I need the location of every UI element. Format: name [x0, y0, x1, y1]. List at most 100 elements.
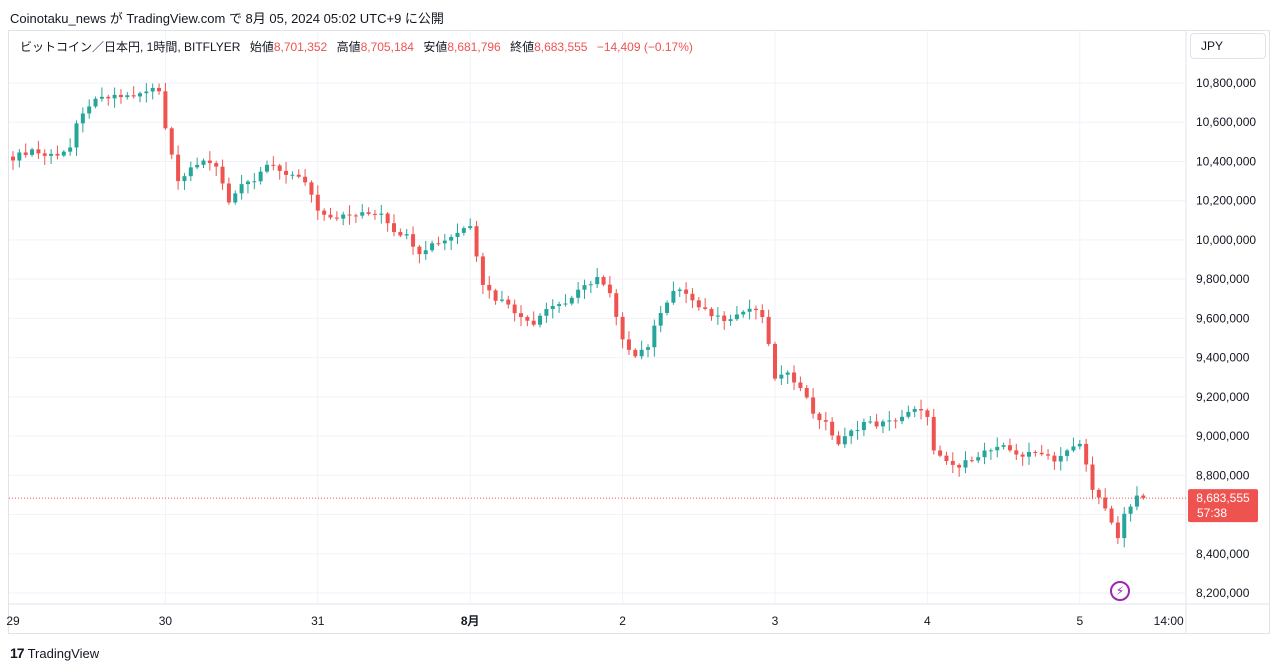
candle-body	[823, 420, 828, 422]
candle-body	[131, 95, 136, 97]
candle-body	[150, 87, 155, 92]
chart-frame	[8, 30, 1270, 634]
candle-body	[1007, 445, 1012, 451]
candle-body	[112, 94, 117, 99]
y-tick-label: 9,400,000	[1196, 351, 1250, 365]
candle-body	[747, 308, 752, 312]
candle-body	[118, 94, 123, 98]
candle-body	[1046, 454, 1051, 456]
candle-body	[874, 421, 879, 427]
candle-body	[1065, 450, 1070, 456]
candle-body	[715, 315, 720, 317]
candle-body	[87, 106, 92, 114]
candle-body	[849, 430, 854, 437]
candle-body	[563, 303, 568, 305]
candle-body	[290, 174, 295, 176]
candle-body	[658, 313, 663, 326]
candle-body	[1109, 508, 1114, 523]
legend-low-label: 安値	[423, 40, 448, 54]
candle-body	[633, 349, 638, 357]
candle-body	[436, 243, 441, 245]
legend-change: −14,409 (−0.17%)	[596, 40, 693, 54]
candle-body	[245, 181, 250, 185]
tradingview-logo-icon: 17	[10, 645, 25, 661]
candle-body	[1122, 513, 1127, 539]
footer-brand-name: TradingView	[27, 645, 100, 661]
candle-body	[30, 149, 35, 155]
candle-body	[582, 285, 587, 290]
x-tick-label: 8月	[461, 614, 480, 628]
candle-body	[398, 232, 403, 236]
candle-body	[919, 408, 924, 411]
countdown-value: 57:38	[1197, 506, 1227, 520]
candle-body	[734, 314, 739, 320]
x-tick-label: 3	[772, 614, 779, 628]
candle-body	[176, 154, 181, 182]
candle-body	[366, 212, 371, 214]
candle-body	[512, 304, 517, 314]
candle-body	[372, 213, 377, 215]
candle-body	[499, 299, 504, 301]
candle-body	[677, 289, 682, 291]
candle-body	[709, 308, 714, 317]
candle-body	[544, 309, 549, 316]
candle-body	[11, 156, 15, 161]
candle-body	[595, 277, 600, 285]
candle-body	[74, 123, 79, 148]
candle-body	[271, 164, 276, 166]
candle-body	[506, 299, 511, 305]
candle-body	[639, 349, 644, 357]
candle-body	[696, 300, 701, 308]
candle-body	[347, 214, 352, 216]
candle-body	[779, 374, 784, 379]
candle-body	[315, 194, 320, 211]
candle-body	[468, 226, 473, 229]
y-tick-label: 10,400,000	[1196, 154, 1256, 168]
candle-body	[969, 460, 974, 462]
candle-body	[322, 210, 327, 215]
y-tick-label: 10,200,000	[1196, 194, 1256, 208]
candle-body	[963, 460, 968, 468]
candle-body	[182, 176, 187, 182]
candle-body	[1001, 445, 1006, 447]
candle-body	[265, 164, 269, 172]
legend-low-value: 8,681,796	[447, 40, 501, 54]
candle-body	[1128, 506, 1133, 514]
candle-body	[912, 408, 917, 412]
candle-body	[817, 413, 822, 421]
candle-body	[214, 163, 219, 167]
y-tick-label: 10,000,000	[1196, 233, 1256, 247]
candle-body	[868, 421, 873, 423]
currency-button[interactable]: JPY	[1190, 33, 1266, 59]
candle-body	[220, 166, 225, 184]
lightning-icon[interactable]: ⚡	[1110, 581, 1130, 601]
candle-body	[944, 455, 949, 462]
candle-body	[982, 450, 987, 458]
candle-body	[646, 347, 650, 350]
candle-body	[430, 243, 435, 251]
footer-brand[interactable]: 17 TradingView	[10, 645, 99, 661]
candle-body	[1096, 489, 1101, 498]
candle-body	[163, 91, 168, 129]
candle-body	[93, 98, 98, 107]
candle-body	[652, 325, 657, 348]
published-line: Coinotaku_news が TradingView.com で 8月 05…	[10, 11, 444, 26]
candle-body	[201, 160, 206, 165]
candle-body	[798, 382, 803, 389]
candle-body	[1071, 446, 1076, 451]
candle-body	[36, 149, 41, 154]
candle-body	[195, 164, 200, 168]
x-tick-label: 14:00	[1154, 614, 1184, 628]
candle-body	[1134, 495, 1139, 507]
candle-body	[976, 457, 981, 461]
candle-body	[233, 193, 238, 203]
candle-body	[1058, 455, 1063, 462]
legend-close-label: 終値	[510, 40, 535, 54]
candle-body	[455, 232, 460, 238]
candle-body	[106, 96, 111, 99]
candle-body	[1141, 495, 1146, 499]
y-tick-label: 9,600,000	[1196, 311, 1250, 325]
candle-body	[671, 290, 676, 303]
candle-body	[80, 113, 85, 124]
